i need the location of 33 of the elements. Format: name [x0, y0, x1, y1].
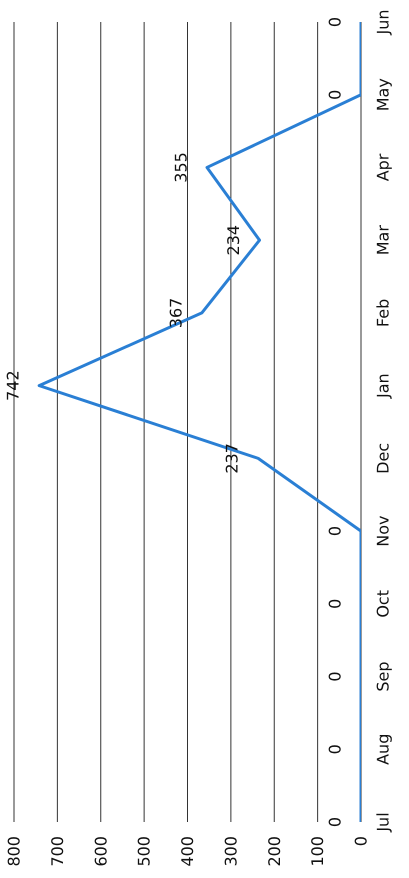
x-tick-label: 200 [264, 836, 284, 867]
y-tick-label: Apr [374, 153, 392, 182]
x-tick-label: 300 [221, 836, 240, 867]
y-tick-label: Jul [374, 812, 392, 833]
data-label: 0 [326, 744, 344, 754]
x-tick-label: 600 [91, 836, 110, 867]
data-label: 0 [326, 16, 344, 28]
x-tick-label: 700 [48, 836, 67, 867]
y-tick-label: Aug [374, 734, 392, 765]
data-label: 367 [166, 298, 186, 328]
data-label: 0 [326, 526, 344, 536]
data-label: 0 [326, 598, 344, 609]
data-label: 234 [224, 224, 244, 256]
data-label: 742 [4, 370, 23, 401]
y-tick-label: Feb [374, 298, 392, 328]
y-tick-label: Mar [374, 224, 392, 256]
data-label: 0 [326, 816, 344, 828]
y-tick-label: Nov [374, 515, 392, 547]
y-tick-label: May [374, 78, 392, 112]
data-label: 355 [172, 152, 191, 183]
x-tick-label: 0 [352, 836, 370, 846]
y-tick-label: Jan [374, 373, 392, 399]
data-label: 0 [326, 90, 344, 100]
y-tick-label: Oct [374, 590, 392, 618]
data-label: 0 [326, 671, 344, 682]
data-label: 237 [222, 443, 242, 474]
y-tick-label: Jun [374, 10, 392, 36]
y-tick-label: Sep [374, 661, 392, 692]
x-tick-label: 800 [4, 836, 24, 867]
x-tick-label: 400 [178, 836, 197, 867]
y-tick-label: Dec [374, 442, 392, 474]
x-tick-label: 500 [134, 836, 154, 867]
x-tick-label: 100 [308, 836, 328, 867]
